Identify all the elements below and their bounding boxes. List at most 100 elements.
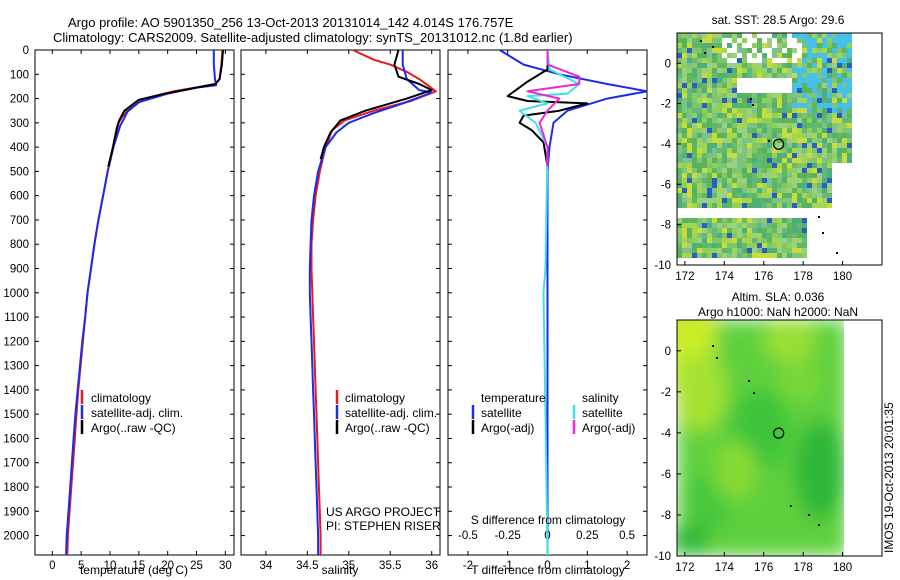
sst-cell [797, 128, 802, 133]
sst-cell [782, 113, 787, 118]
sst-cell [807, 93, 812, 98]
sst-cell [777, 148, 782, 153]
sst-cell [762, 198, 767, 203]
sst-cell [687, 178, 692, 183]
sst-cell [712, 148, 717, 153]
sst-cell [787, 233, 792, 238]
sst-cell [702, 188, 707, 193]
sst-cell [717, 218, 722, 223]
sst-cell [752, 168, 757, 173]
sst-cell [742, 153, 747, 158]
sst-cell [752, 118, 757, 123]
sst-cell [682, 203, 687, 208]
sst-cell [732, 183, 737, 188]
sst-cell [807, 53, 812, 58]
sst-cell [767, 168, 772, 173]
sst-cell [827, 63, 832, 68]
sst-cell [722, 253, 727, 258]
sst-cell [767, 223, 772, 228]
sst-cell [737, 58, 742, 63]
sst-cell [847, 148, 852, 153]
sst-cell [787, 188, 792, 193]
sst-cell [782, 158, 787, 163]
lat-tick-label: -10 [654, 551, 671, 563]
sst-cell [762, 143, 767, 148]
sst-cell [702, 98, 707, 103]
sst-cell [712, 248, 717, 253]
sst-cell [682, 198, 687, 203]
sst-cell [697, 158, 702, 163]
sst-cell [722, 173, 727, 178]
sst-cell [842, 63, 847, 68]
depth-tick-label: 100 [10, 69, 29, 81]
sst-cell [712, 33, 717, 38]
sst-cell [687, 53, 692, 58]
sst-cell [782, 198, 787, 203]
sst-cell [777, 218, 782, 223]
sst-cell [822, 33, 827, 38]
difference-legend: temperature salinity satellite Argo(-adj… [471, 391, 635, 435]
sst-cell [727, 108, 732, 113]
sst-cell [807, 128, 812, 133]
sst-cell [727, 148, 732, 153]
sst-cell [697, 143, 702, 148]
sst-cell [712, 238, 717, 243]
sst-cell [842, 108, 847, 113]
sst-cell [682, 158, 687, 163]
sst-cell [807, 38, 812, 43]
s-difference-tick-label: 0.25 [576, 530, 598, 542]
sst-cell [732, 108, 737, 113]
sst-cell [807, 183, 812, 188]
sst-cell [842, 148, 847, 153]
depth-tick-label: 1400 [3, 385, 29, 397]
sst-cell [797, 218, 802, 223]
sst-cell [757, 188, 762, 193]
sst-cell [807, 188, 812, 193]
sst-cell [737, 153, 742, 158]
sst-cell [807, 118, 812, 123]
legend-label-salinity-argo: Argo(-adj) [582, 421, 635, 435]
sst-cell [692, 103, 697, 108]
sla-blob [780, 360, 820, 400]
sst-cell [712, 93, 717, 98]
sst-cell [762, 108, 767, 113]
sst-cell [687, 188, 692, 193]
sst-cell [807, 123, 812, 128]
sst-cell [812, 63, 817, 68]
sst-cell [772, 128, 777, 133]
sst-cell [767, 253, 772, 258]
sst-cell [752, 153, 757, 158]
sst-cell [802, 193, 807, 198]
sst-cell [827, 43, 832, 48]
sst-cell [752, 63, 757, 68]
sst-cell [827, 138, 832, 143]
sst-cell [787, 248, 792, 253]
sst-cell [732, 198, 737, 203]
sst-cell [817, 153, 822, 158]
sst-cell [817, 38, 822, 43]
temperature-x-axis: 0 5 10 15 20 25 30 [49, 50, 232, 572]
sst-cell [682, 248, 687, 253]
sst-cell [677, 53, 682, 58]
sst-cell [682, 128, 687, 133]
sst-cell [822, 43, 827, 48]
sst-cell [847, 48, 852, 53]
sst-cell [747, 198, 752, 203]
sst-cell [792, 143, 797, 148]
x-tick-label: 35.5 [379, 560, 401, 572]
sst-cell [792, 228, 797, 233]
sst-cell [747, 158, 752, 163]
sst-cell [737, 113, 742, 118]
sst-cell [677, 88, 682, 93]
sst-cell [772, 218, 777, 223]
sst-cell [797, 173, 802, 178]
sst-cell [802, 228, 807, 233]
sst-cell [777, 53, 782, 58]
sst-cell [797, 158, 802, 163]
sst-cell [747, 218, 752, 223]
sst-cell [707, 178, 712, 183]
sst-cell [782, 133, 787, 138]
island-dot [704, 52, 706, 54]
sst-cell [762, 163, 767, 168]
